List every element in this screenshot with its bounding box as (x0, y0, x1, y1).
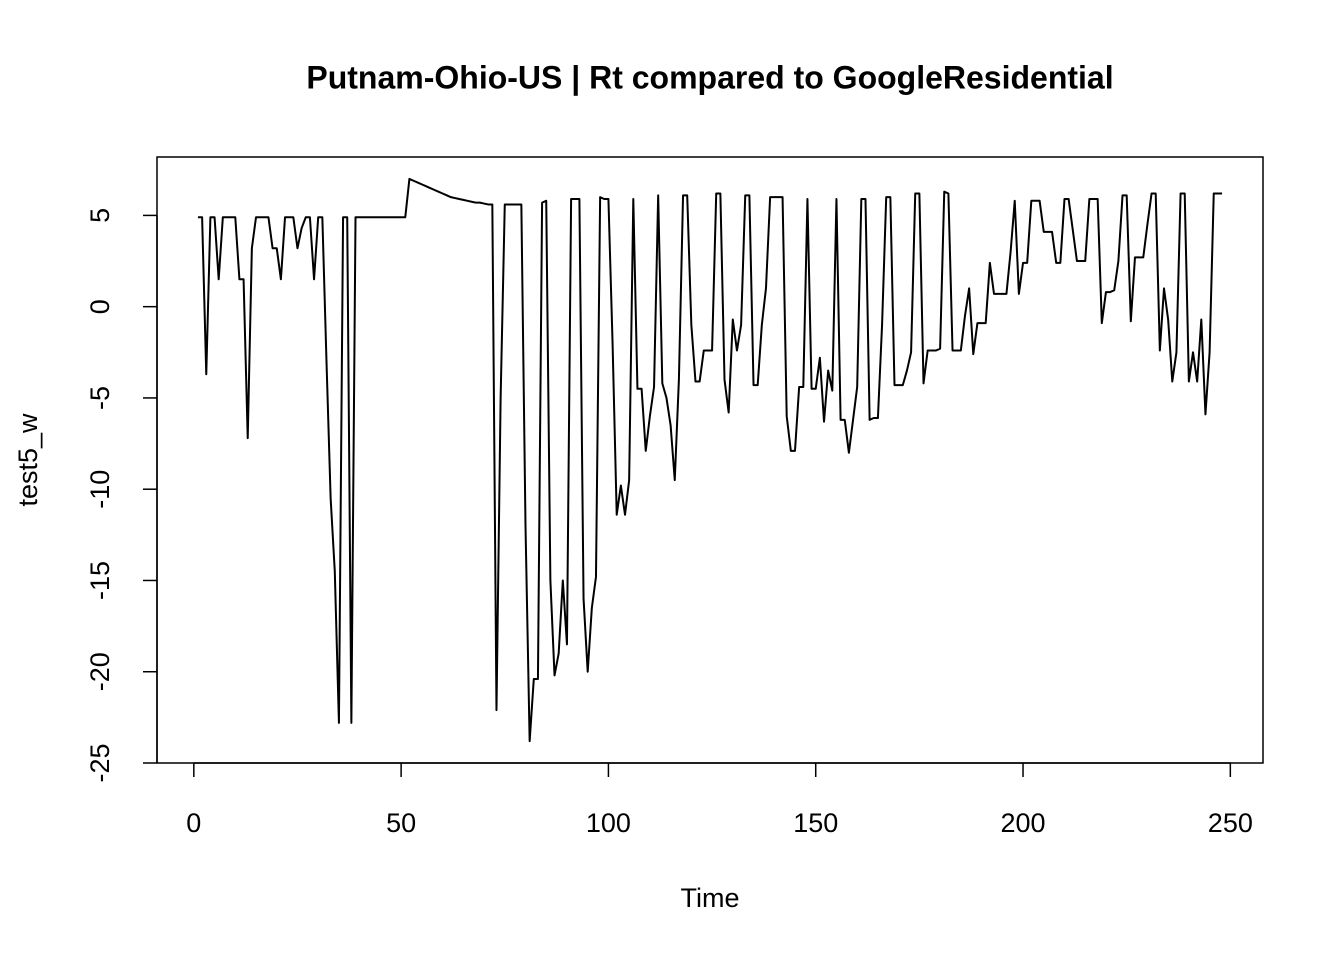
x-tick-label: 50 (386, 808, 416, 838)
series-line (197, 177, 1223, 743)
x-axis-label: Time (681, 883, 740, 913)
x-tick-label: 150 (793, 808, 838, 838)
x-tick-label: 200 (1000, 808, 1045, 838)
x-tick-label: 100 (586, 808, 631, 838)
y-tick-label: 5 (85, 208, 115, 223)
y-tick-label: -20 (85, 652, 115, 691)
x-tick-label: 250 (1208, 808, 1253, 838)
y-axis-label: test5_w (13, 413, 43, 507)
y-tick-label: -10 (85, 470, 115, 509)
x-tick-label: 0 (186, 808, 201, 838)
y-tick-label: -25 (85, 743, 115, 782)
y-tick-label: -5 (85, 386, 115, 410)
y-tick-label: 0 (85, 299, 115, 314)
y-tick-label: -15 (85, 561, 115, 600)
chart-title: Putnam-Ohio-US | Rt compared to GoogleRe… (306, 59, 1113, 95)
